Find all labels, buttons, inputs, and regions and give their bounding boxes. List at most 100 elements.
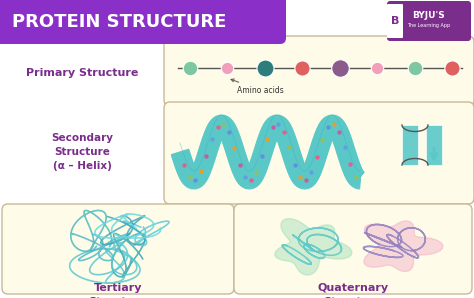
Polygon shape (218, 121, 233, 132)
Polygon shape (173, 154, 191, 160)
Polygon shape (310, 149, 327, 156)
Polygon shape (218, 119, 231, 132)
Polygon shape (329, 124, 346, 134)
Polygon shape (353, 172, 364, 187)
Polygon shape (246, 170, 263, 179)
Polygon shape (255, 146, 273, 152)
Polygon shape (308, 156, 325, 162)
Polygon shape (183, 172, 197, 183)
Point (264, 137, 271, 142)
Polygon shape (235, 169, 251, 177)
Point (302, 177, 310, 182)
Polygon shape (210, 121, 225, 132)
Polygon shape (183, 172, 198, 184)
Polygon shape (233, 165, 250, 173)
Polygon shape (232, 164, 249, 172)
Polygon shape (188, 172, 197, 188)
Polygon shape (301, 172, 315, 184)
Polygon shape (177, 165, 194, 172)
Polygon shape (202, 140, 219, 147)
Polygon shape (340, 157, 357, 163)
Polygon shape (194, 164, 211, 170)
Polygon shape (321, 121, 336, 132)
Polygon shape (328, 119, 341, 132)
Polygon shape (314, 136, 331, 143)
Polygon shape (308, 155, 325, 161)
Polygon shape (238, 172, 253, 183)
Polygon shape (354, 172, 363, 187)
Polygon shape (331, 129, 348, 136)
Polygon shape (249, 164, 266, 172)
Point (224, 66, 231, 70)
Polygon shape (246, 172, 255, 187)
Polygon shape (281, 146, 299, 152)
Polygon shape (307, 157, 324, 164)
Polygon shape (314, 135, 331, 142)
Polygon shape (218, 121, 232, 132)
Polygon shape (280, 142, 297, 148)
Polygon shape (199, 148, 217, 155)
Polygon shape (232, 163, 249, 170)
Polygon shape (234, 168, 251, 176)
Polygon shape (328, 116, 335, 133)
Polygon shape (279, 138, 296, 145)
Polygon shape (191, 170, 208, 179)
Polygon shape (325, 117, 336, 132)
Polygon shape (338, 151, 356, 158)
Polygon shape (197, 156, 214, 162)
Polygon shape (350, 172, 364, 184)
Polygon shape (250, 162, 267, 168)
Polygon shape (238, 172, 253, 184)
Polygon shape (225, 143, 242, 150)
Polygon shape (343, 163, 360, 170)
Polygon shape (218, 117, 228, 132)
Polygon shape (219, 117, 228, 132)
Polygon shape (191, 171, 196, 189)
Polygon shape (269, 117, 281, 132)
Polygon shape (330, 127, 347, 135)
Polygon shape (246, 172, 256, 187)
Polygon shape (191, 171, 207, 181)
Polygon shape (212, 119, 225, 132)
Polygon shape (248, 167, 265, 174)
Polygon shape (344, 167, 361, 175)
Polygon shape (312, 142, 329, 149)
Polygon shape (190, 171, 196, 188)
Point (291, 162, 299, 167)
Polygon shape (309, 152, 326, 158)
Polygon shape (265, 121, 281, 132)
Polygon shape (235, 170, 251, 178)
Polygon shape (275, 218, 352, 275)
Polygon shape (275, 126, 291, 135)
Polygon shape (248, 171, 252, 189)
Polygon shape (283, 150, 300, 157)
Polygon shape (276, 130, 293, 137)
Polygon shape (247, 170, 263, 179)
Polygon shape (346, 169, 362, 178)
Polygon shape (192, 171, 197, 189)
Polygon shape (270, 117, 280, 132)
Polygon shape (292, 171, 308, 181)
Polygon shape (329, 116, 338, 133)
Polygon shape (291, 170, 307, 179)
Polygon shape (198, 153, 215, 160)
Polygon shape (233, 166, 250, 173)
Polygon shape (311, 144, 328, 151)
Polygon shape (333, 134, 350, 142)
Polygon shape (206, 130, 223, 137)
Polygon shape (236, 171, 252, 180)
Polygon shape (332, 115, 333, 133)
Polygon shape (283, 152, 301, 158)
Polygon shape (248, 168, 264, 176)
Polygon shape (176, 162, 193, 169)
Polygon shape (236, 170, 252, 179)
Polygon shape (245, 171, 252, 188)
Polygon shape (275, 127, 292, 135)
Polygon shape (250, 163, 267, 170)
Polygon shape (303, 171, 306, 189)
Polygon shape (310, 146, 328, 153)
Polygon shape (176, 163, 193, 170)
Polygon shape (195, 159, 213, 166)
Polygon shape (310, 147, 328, 153)
Point (285, 145, 293, 150)
